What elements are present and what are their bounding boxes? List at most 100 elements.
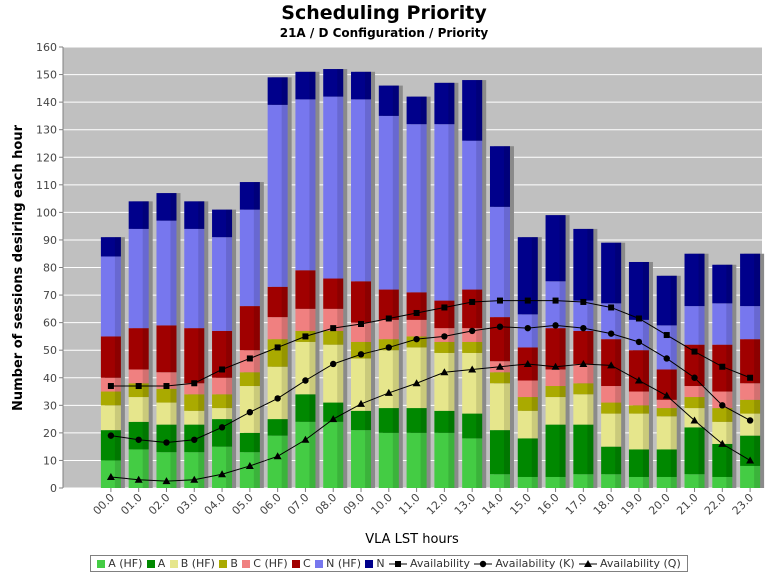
bar-segment-b-hf bbox=[489, 383, 510, 431]
point-availability-q bbox=[690, 416, 699, 424]
bar-highlight bbox=[670, 369, 677, 400]
bar-highlight bbox=[670, 325, 677, 370]
point-availability-k bbox=[691, 374, 698, 381]
x-tick-label: 14.0 bbox=[480, 491, 507, 518]
legend-swatch bbox=[292, 559, 301, 568]
bar-segment-n-hf bbox=[489, 206, 510, 318]
legend-label: A bbox=[157, 557, 166, 570]
bar-highlight bbox=[170, 424, 177, 453]
bar-highlight bbox=[642, 405, 649, 414]
bar-highlight bbox=[698, 474, 705, 488]
bar-highlight bbox=[698, 386, 705, 398]
bar-segment-c bbox=[184, 328, 205, 384]
bar-highlight bbox=[698, 306, 705, 345]
bar-highlight bbox=[587, 424, 594, 475]
bar-segment-a bbox=[601, 446, 622, 475]
legend-line-marker bbox=[389, 560, 408, 567]
bar-highlight bbox=[642, 413, 649, 450]
bar-segment-c bbox=[156, 325, 177, 373]
point-availability bbox=[274, 344, 281, 351]
bar-segment-n-hf bbox=[573, 300, 594, 331]
bar-highlight bbox=[226, 237, 233, 331]
bar-highlight bbox=[587, 300, 594, 331]
bar-highlight bbox=[698, 253, 705, 307]
bar-segment-c-hf bbox=[684, 386, 705, 398]
bar-segment-c-hf bbox=[351, 322, 372, 342]
legend-item: A bbox=[146, 557, 166, 570]
bar-segment-a-hf bbox=[656, 476, 677, 488]
bar-highlight bbox=[615, 446, 622, 475]
bar-highlight bbox=[309, 394, 316, 422]
point-availability-q bbox=[245, 461, 254, 469]
bar-segment-n-hf bbox=[545, 281, 566, 329]
bar-highlight bbox=[698, 408, 705, 428]
bar-highlight bbox=[531, 410, 538, 439]
bar-highlight bbox=[392, 115, 399, 290]
bar-segment-a bbox=[351, 410, 372, 431]
point-availability-q bbox=[357, 399, 366, 407]
point-availability-k bbox=[385, 344, 393, 351]
bar-highlight bbox=[503, 372, 510, 384]
bar-segment-b bbox=[573, 383, 594, 395]
bar-segment-n-hf bbox=[462, 140, 483, 290]
point-availability-k bbox=[580, 324, 587, 332]
bar-segment-b bbox=[656, 408, 677, 417]
bar-segment-c-hf bbox=[323, 308, 344, 331]
x-tick-label: 20.0 bbox=[646, 491, 673, 518]
point-availability bbox=[496, 297, 503, 304]
bar-segment-b-hf bbox=[601, 413, 622, 447]
bar-highlight bbox=[559, 476, 566, 488]
point-availability-k bbox=[524, 324, 531, 332]
y-tick-label: 70 bbox=[43, 289, 57, 302]
x-tick-label: 00.0 bbox=[91, 491, 118, 518]
bar-highlight bbox=[253, 209, 260, 307]
bar-segment-c bbox=[212, 330, 233, 378]
bar-segment-b bbox=[156, 388, 177, 403]
bar-highlight bbox=[198, 228, 205, 329]
bar-highlight bbox=[226, 394, 233, 409]
bar-highlight bbox=[253, 452, 260, 488]
bar-segment-n bbox=[267, 77, 288, 105]
y-tick-label: 130 bbox=[36, 124, 57, 137]
bar-segment-c bbox=[628, 350, 649, 392]
point-availability-k bbox=[330, 360, 337, 368]
bar-segment-b-hf bbox=[156, 402, 177, 425]
bar-segment-b-hf bbox=[128, 397, 149, 422]
bar-highlight bbox=[392, 85, 399, 116]
bar-highlight bbox=[253, 372, 260, 387]
point-availability-k bbox=[135, 436, 142, 443]
bar-highlight bbox=[726, 408, 733, 422]
bar-segment-c bbox=[684, 344, 705, 387]
x-tick-label: 23.0 bbox=[730, 491, 757, 518]
bar-highlight bbox=[198, 328, 205, 384]
bar-highlight bbox=[420, 319, 427, 337]
point-availability-q bbox=[468, 365, 477, 373]
bar-segment-c bbox=[656, 369, 677, 400]
bar-segment-c-hf bbox=[267, 317, 288, 340]
bar-highlight bbox=[726, 344, 733, 392]
bar-segment-b-hf bbox=[323, 344, 344, 403]
bar-segment-n bbox=[740, 253, 761, 307]
x-tick-label: 05.0 bbox=[229, 491, 256, 518]
bar-segment-c bbox=[323, 278, 344, 309]
bar-segment-a bbox=[100, 430, 121, 461]
legend-label: N bbox=[376, 557, 385, 570]
bar-highlight bbox=[226, 419, 233, 447]
bar-highlight bbox=[309, 341, 316, 395]
bar-highlight bbox=[448, 82, 455, 125]
bar-segment-n-hf bbox=[239, 209, 260, 307]
x-tick-label: 11.0 bbox=[396, 491, 423, 518]
bar-highlight bbox=[559, 328, 566, 370]
bar-highlight bbox=[754, 465, 761, 488]
bar-highlight bbox=[476, 341, 483, 353]
bar-segment-a bbox=[156, 424, 177, 453]
bar-highlight bbox=[365, 322, 372, 342]
bar-segment-b-hf bbox=[712, 421, 733, 444]
bar-highlight bbox=[420, 408, 427, 433]
bar-highlight bbox=[754, 253, 761, 307]
bar-segment-a bbox=[462, 413, 483, 439]
bar-highlight bbox=[337, 308, 344, 331]
bar-segment-c-hf bbox=[545, 369, 566, 387]
y-tick-label: 20 bbox=[43, 427, 57, 440]
bar-segment-c bbox=[462, 289, 483, 329]
